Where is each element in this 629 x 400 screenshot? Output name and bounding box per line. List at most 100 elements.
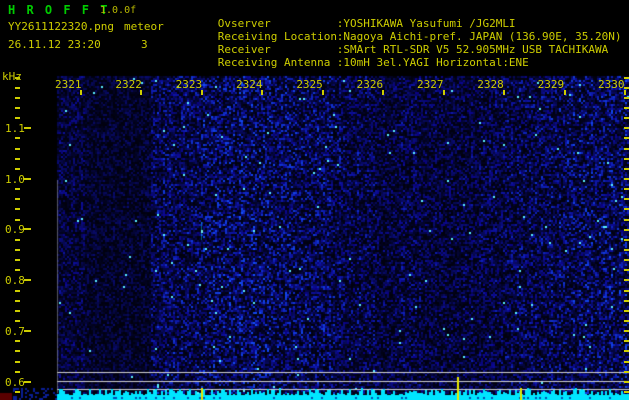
right-axis-tick (624, 77, 629, 79)
freq-axis-label: 1.1 (5, 123, 25, 134)
right-axis-tick (624, 269, 629, 271)
freq-minor-tick (15, 198, 20, 200)
freq-major-tick (24, 127, 31, 129)
station-row-observer: Ovserver:YOSHIKAWA Yasufumi /JG2MLI (178, 4, 622, 17)
observer-label: Ovserver (218, 17, 337, 30)
freq-axis-label: 0.8 (5, 275, 25, 286)
right-axis-tick (624, 178, 629, 180)
freq-axis-label: 0.7 (5, 326, 25, 337)
app-version: 1.0.0f (100, 6, 136, 16)
right-axis-tick (624, 219, 629, 221)
capture-datetime: 26.11.12 23:20 (8, 39, 101, 50)
right-axis-tick (624, 310, 629, 312)
app-title: H R O F F T (8, 4, 109, 16)
right-axis-tick (624, 208, 629, 210)
time-axis-label: 2325 (296, 79, 323, 90)
right-axis-tick (624, 381, 629, 383)
location-label: Receiving Location (218, 30, 337, 43)
receiver-label: Receiver (218, 43, 337, 56)
antenna-label: Receiving Antenna (218, 56, 337, 69)
freq-minor-tick (15, 361, 20, 363)
freq-minor-tick (15, 117, 20, 119)
freq-minor-tick (15, 371, 20, 373)
time-axis-tick (564, 90, 566, 95)
output-filename: YY2611122320.png (8, 21, 114, 32)
freq-minor-tick (15, 269, 20, 271)
right-axis-tick (624, 127, 629, 129)
right-axis-tick (624, 350, 629, 352)
freq-minor-tick (15, 249, 20, 251)
freq-minor-tick (15, 219, 20, 221)
mode-label: meteor (124, 21, 164, 32)
freq-axis-label: 0.9 (5, 224, 25, 235)
right-axis-tick (624, 117, 629, 119)
right-axis-tick (624, 198, 629, 200)
observer-value: :YOSHIKAWA Yasufumi /JG2MLI (337, 17, 516, 30)
right-axis-tick (624, 107, 629, 109)
freq-minor-tick (15, 148, 20, 150)
station-info: Ovserver:YOSHIKAWA Yasufumi /JG2MLI Rece… (178, 4, 622, 56)
right-axis-tick (624, 391, 629, 393)
right-axis-tick (624, 320, 629, 322)
time-axis-tick (201, 90, 203, 95)
hrofft-window: H R O F F T 1.0.0f YY2611122320.png mete… (0, 0, 629, 400)
right-axis-tick (624, 279, 629, 281)
location-value: :Nagoya Aichi-pref. JAPAN (136.90E, 35.2… (337, 30, 622, 43)
freq-minor-tick (15, 158, 20, 160)
time-axis-label: 2327 (417, 79, 444, 90)
freq-minor-tick (15, 87, 20, 89)
right-axis-tick (624, 97, 629, 99)
freq-axis-label: 0.6 (5, 377, 25, 388)
freq-major-tick (24, 228, 31, 230)
time-axis-tick (322, 90, 324, 95)
freq-minor-tick (15, 188, 20, 190)
time-axis-label: 2322 (115, 79, 142, 90)
freq-minor-tick (15, 107, 20, 109)
right-axis-tick (624, 188, 629, 190)
freq-major-tick (24, 178, 31, 180)
freq-minor-tick (15, 97, 20, 99)
time-axis-label: 2323 (176, 79, 203, 90)
time-axis-label: 2328 (477, 79, 504, 90)
time-axis-tick (382, 90, 384, 95)
freq-major-tick (24, 330, 31, 332)
freq-minor-tick (15, 77, 20, 79)
right-axis-tick (624, 158, 629, 160)
time-axis-label: 2330 (598, 79, 625, 90)
time-axis-tick (443, 90, 445, 95)
right-axis-tick (624, 249, 629, 251)
right-axis-tick (624, 148, 629, 150)
time-axis-tick (80, 90, 82, 95)
right-axis-tick (624, 330, 629, 332)
freq-minor-tick (15, 137, 20, 139)
freq-minor-tick (15, 320, 20, 322)
freq-minor-tick (15, 340, 20, 342)
time-axis-tick (503, 90, 505, 95)
right-axis-tick (624, 168, 629, 170)
freq-major-tick (24, 381, 31, 383)
time-axis-label: 2326 (357, 79, 384, 90)
freq-minor-tick (15, 259, 20, 261)
freq-minor-tick (15, 391, 20, 393)
freq-minor-tick (15, 168, 20, 170)
freq-minor-tick (15, 208, 20, 210)
meteor-count-value: 3 (141, 39, 148, 50)
right-axis-tick (624, 259, 629, 261)
time-axis-label: 2324 (236, 79, 263, 90)
right-axis-tick (624, 340, 629, 342)
right-axis-tick (624, 229, 629, 231)
freq-minor-tick (15, 290, 20, 292)
right-axis-tick (624, 361, 629, 363)
right-axis-tick (624, 137, 629, 139)
right-axis-tick (624, 300, 629, 302)
right-axis-tick (624, 239, 629, 241)
freq-minor-tick (15, 310, 20, 312)
antenna-value: :10mH 3el.YAGI Horizontal:ENE (337, 56, 529, 69)
freq-minor-tick (15, 300, 20, 302)
receiver-value: :SMArt RTL-SDR V5 52.905MHz USB TACHIKAW… (337, 43, 609, 56)
right-axis-tick (624, 87, 629, 89)
freq-axis-label: 1.0 (5, 174, 25, 185)
time-axis-tick (624, 90, 626, 95)
right-axis-tick (624, 290, 629, 292)
right-axis-tick (624, 371, 629, 373)
